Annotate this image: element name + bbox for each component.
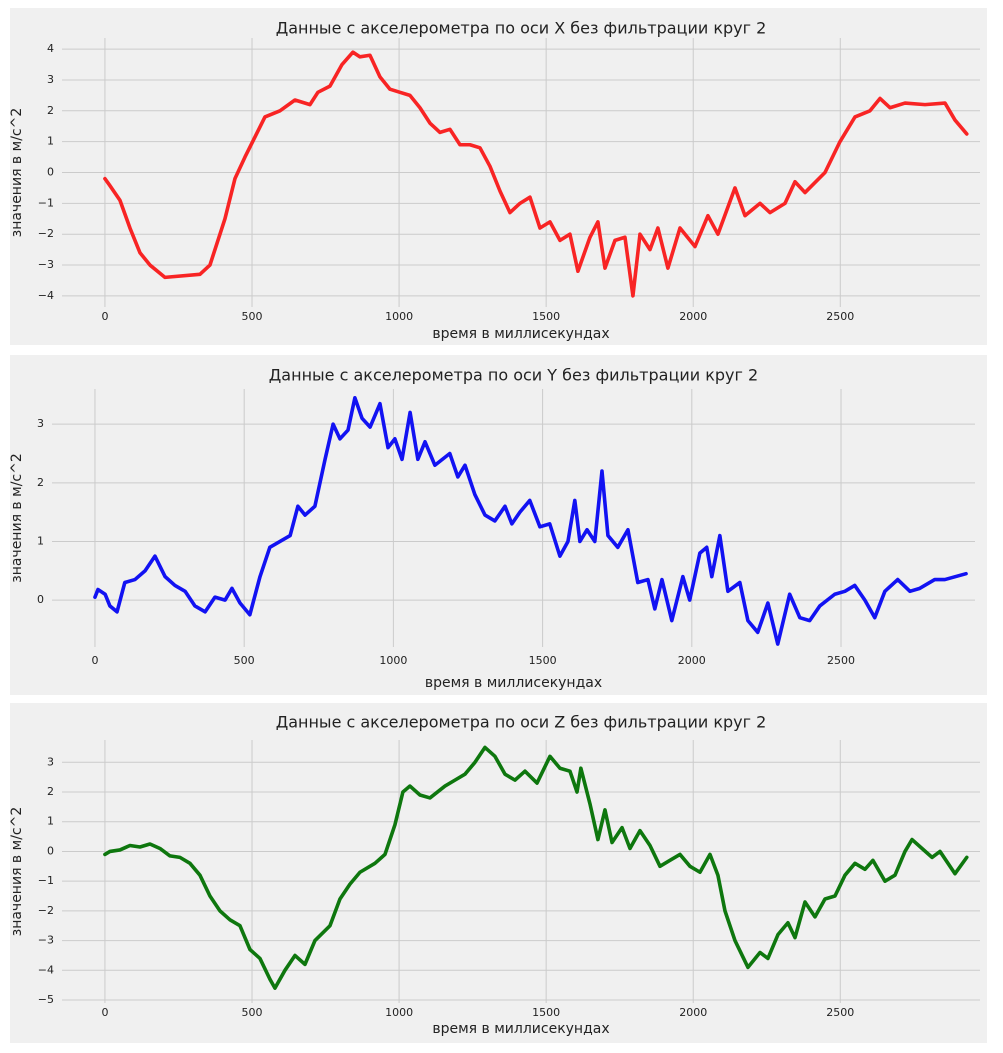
x-tick-label: 500 (242, 310, 263, 323)
x-tick-label: 1500 (532, 1006, 560, 1019)
x-tick-label: 2500 (826, 1006, 854, 1019)
x-axis-label: время в миллисекундах (432, 326, 609, 342)
x-axis-label: время в миллисекундах (432, 1021, 609, 1037)
data-line (103, 50, 969, 298)
data-line (93, 396, 968, 646)
y-tick-label: −3 (38, 258, 54, 271)
y-tick-label: −2 (38, 227, 54, 240)
y-tick-label: −1 (38, 874, 54, 887)
chart-title: Данные с акселерометра по оси Z без филь… (276, 713, 767, 732)
y-tick-label: 1 (37, 534, 44, 547)
data-line (103, 745, 969, 990)
y-axis-label: значения в м/с^2 (9, 807, 25, 937)
chart-title: Данные с акселерометра по оси X без филь… (276, 19, 767, 38)
x-axis-label: время в миллисекундах (425, 675, 602, 691)
chart-title: Данные с акселерометра по оси Y без филь… (269, 366, 758, 385)
x-tick-label: 1500 (532, 310, 560, 323)
x-tick-label: 2000 (679, 310, 707, 323)
chart-panel: 0 500 1000 1500 2000 2500 −5 −4 −3 −2 −1 0 1 2 3 Данные… (9, 703, 987, 1043)
y-tick-label: 2 (47, 785, 54, 798)
y-tick-label: 2 (47, 104, 54, 117)
y-axis-label: значения в м/с^2 (9, 453, 25, 583)
x-tick-label: 500 (234, 654, 255, 667)
y-tick-label: −1 (38, 196, 54, 209)
panel-background (10, 8, 987, 345)
y-tick-label: 1 (47, 135, 54, 148)
y-tick-label: −3 (38, 934, 54, 947)
x-tick-label: 1000 (385, 1006, 413, 1019)
y-tick-label: −4 (38, 289, 54, 302)
y-tick-label: 2 (37, 476, 44, 489)
x-tick-label: 1000 (385, 310, 413, 323)
y-tick-label: 0 (37, 593, 44, 606)
x-tick-label: 2500 (827, 654, 855, 667)
x-tick-label: 2000 (678, 654, 706, 667)
x-tick-label: 500 (242, 1006, 263, 1019)
x-tick-label: 2000 (679, 1006, 707, 1019)
y-tick-label: 0 (47, 844, 54, 857)
y-tick-label: 1 (47, 815, 54, 828)
chart-panel: 0 500 1000 1500 2000 2500 0 1 2 3 Данные с акселер… (9, 355, 987, 695)
x-tick-label: 1000 (379, 654, 407, 667)
x-tick-label: 2500 (826, 310, 854, 323)
x-tick-label: 0 (101, 310, 108, 323)
y-tick-label: 3 (37, 417, 44, 430)
y-axis-label: значения в м/с^2 (9, 108, 25, 238)
y-tick-label: 4 (47, 42, 54, 55)
y-tick-label: 3 (47, 755, 54, 768)
chart-panel: 0 500 1000 1500 2000 2500 −4 −3 −2 −1 0 1 2 3 4 Данные … (9, 8, 987, 345)
y-tick-label: 3 (47, 73, 54, 86)
x-tick-label: 1500 (529, 654, 557, 667)
panel-background (10, 355, 987, 695)
y-tick-label: 0 (47, 166, 54, 179)
x-tick-label: 0 (101, 1006, 108, 1019)
x-tick-label: 0 (91, 654, 98, 667)
y-tick-label: −2 (38, 904, 54, 917)
y-tick-label: −5 (38, 993, 54, 1006)
y-tick-label: −4 (38, 963, 54, 976)
